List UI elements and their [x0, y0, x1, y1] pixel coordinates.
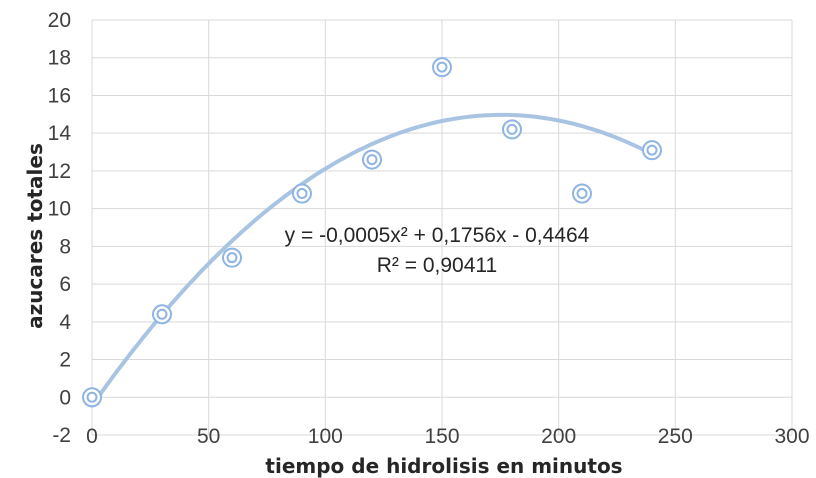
- grid: [91, 19, 793, 436]
- y-axis-title: azucares totales: [23, 143, 47, 329]
- data-point: [432, 57, 452, 78]
- trendline-r-squared: R² = 0,90411: [377, 254, 497, 277]
- y-tick-label: 8: [59, 235, 71, 258]
- data-point: [502, 119, 522, 140]
- y-tick-label: 0: [59, 386, 71, 409]
- y-tick-label: 14: [48, 122, 72, 145]
- x-tick-labels: 0 50 100 150 200 250 300: [86, 425, 809, 448]
- data-point: [152, 304, 172, 325]
- data-point: [362, 149, 382, 170]
- y-tick-label: 16: [48, 84, 71, 107]
- trendline: [90, 112, 654, 408]
- x-tick-label: 250: [658, 425, 693, 448]
- y-tick-label: 10: [48, 198, 71, 221]
- x-tick-label: 200: [541, 425, 576, 448]
- y-tick-label: 20: [48, 9, 71, 32]
- y-tick-label: -2: [52, 424, 71, 447]
- data-point: [82, 387, 102, 408]
- y-tick-label: 2: [59, 349, 71, 372]
- y-tick-label: 12: [48, 160, 71, 183]
- y-tick-label: 4: [59, 311, 71, 334]
- x-tick-label: 150: [424, 425, 459, 448]
- x-tick-label: 100: [308, 425, 343, 448]
- x-tick-label: 0: [86, 425, 98, 448]
- y-tick-labels: -2 0 2 4 6 8 10 12 14 16 18 20: [48, 9, 72, 447]
- y-tick-label: 18: [48, 47, 71, 70]
- data-point: [292, 183, 312, 204]
- trendline-equation: y = -0,0005x² + 0,1756x - 0,4464: [285, 224, 590, 247]
- x-axis-title: tiempo de hidrolisis en minutos: [265, 454, 622, 478]
- data-points: [82, 57, 662, 408]
- y-tick-label: 6: [59, 273, 71, 296]
- x-tick-label: 50: [197, 425, 220, 448]
- data-point: [222, 247, 242, 268]
- x-tick-label: 300: [774, 425, 809, 448]
- data-point: [642, 140, 662, 161]
- data-point: [572, 183, 592, 204]
